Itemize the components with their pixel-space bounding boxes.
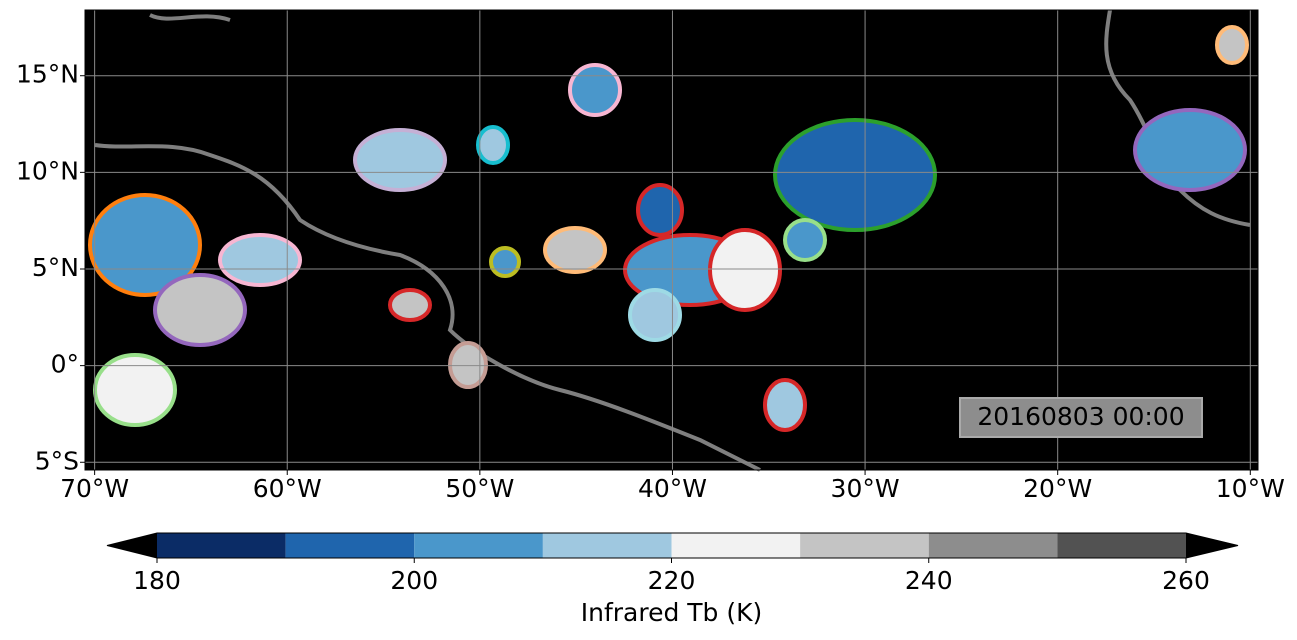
colorbar-segment — [285, 533, 415, 558]
colorbar-tick-label: 220 — [648, 566, 696, 595]
grid — [85, 10, 1258, 470]
cloud-cluster — [1215, 25, 1249, 65]
cloud-cluster — [1133, 108, 1247, 192]
colorbar-tick-label: 240 — [905, 566, 953, 595]
colorbar-label: Infrared Tb (K) — [581, 598, 763, 627]
map-frame — [84, 9, 1259, 471]
timestamp-box — [959, 397, 1203, 438]
y-tick-label: 15°N — [16, 60, 79, 89]
x-tick-label: 40°W — [638, 474, 707, 503]
y-tick-label: 10°N — [16, 156, 79, 185]
cloud-cluster — [88, 193, 202, 297]
x-tick-label: 20°W — [1023, 474, 1092, 503]
cloud-clusters — [88, 25, 1249, 432]
colorbar-segment — [414, 533, 543, 558]
cloud-cluster — [708, 228, 782, 312]
cloud-cluster — [636, 183, 684, 237]
x-tick-label: 10°W — [1216, 474, 1285, 503]
y-tick-label: 5°N — [32, 253, 79, 282]
colorbar-segment — [928, 533, 1058, 558]
cloud-cluster — [353, 128, 447, 192]
colorbar-segment — [671, 533, 801, 558]
cloud-cluster — [543, 226, 607, 274]
y-tick-label: 5°S — [35, 446, 79, 475]
map-features — [88, 9, 1251, 472]
coastline — [149, 13, 231, 22]
x-tick-label: 30°W — [831, 474, 900, 503]
cloud-cluster — [218, 233, 302, 287]
x-tick-label: 70°W — [60, 474, 129, 503]
x-tick-label: 50°W — [445, 474, 514, 503]
colorbar-segment — [157, 533, 286, 558]
cloud-cluster — [448, 341, 488, 389]
colorbar-segment — [800, 533, 929, 558]
x-tick-label: 60°W — [253, 474, 322, 503]
colorbar-tick-label: 180 — [133, 566, 181, 595]
colorbar-tick-label: 260 — [1162, 566, 1210, 595]
y-tick-label: 0° — [51, 350, 79, 379]
cloud-cluster — [476, 125, 510, 165]
colorbar-segment — [1057, 533, 1186, 558]
timestamp: 20160803 00:00 — [977, 402, 1184, 431]
colorbar-segment — [542, 533, 672, 558]
colorbar-extend-high — [1186, 533, 1238, 558]
cloud-cluster — [489, 246, 521, 278]
cloud-cluster — [388, 288, 432, 322]
cloud-cluster — [568, 63, 622, 117]
colorbar-extend-low — [107, 533, 157, 558]
cloud-cluster — [773, 118, 937, 232]
colorbar-tick-label: 200 — [390, 566, 438, 595]
cloud-cluster — [153, 273, 247, 347]
colorbar: 180 200 220 240 260 Infrared Tb (K) — [106, 532, 1239, 627]
cloud-cluster — [783, 218, 827, 262]
coastline — [94, 143, 761, 472]
cloud-cluster — [628, 288, 682, 342]
cloud-cluster — [763, 378, 807, 432]
